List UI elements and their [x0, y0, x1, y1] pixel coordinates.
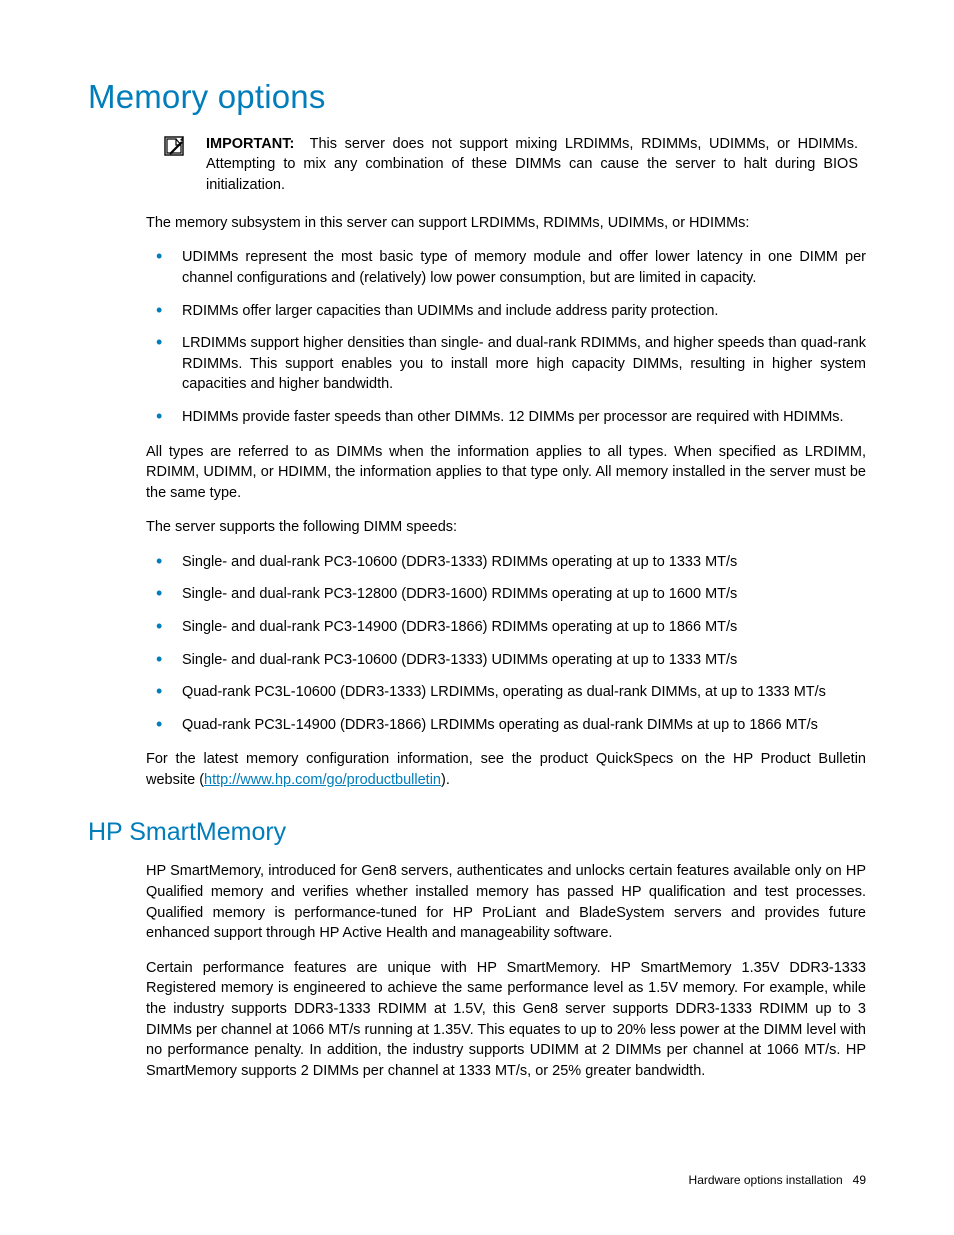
heading-memory-options: Memory options — [88, 78, 866, 116]
footer-text: Hardware options installation — [689, 1173, 843, 1187]
list-item: Single- and dual-rank PC3-14900 (DDR3-18… — [146, 617, 866, 638]
list-item: Single- and dual-rank PC3-12800 (DDR3-16… — [146, 584, 866, 605]
list-item: UDIMMs represent the most basic type of … — [146, 247, 866, 288]
list-item: Single- and dual-rank PC3-10600 (DDR3-13… — [146, 552, 866, 573]
list-item: Quad-rank PC3L-10600 (DDR3-1333) LRDIMMs… — [146, 682, 866, 703]
important-note: IMPORTANT: This server does not support … — [162, 134, 866, 195]
mid-paragraph-1: All types are referred to as DIMMs when … — [146, 442, 866, 504]
tail-post: ). — [441, 772, 450, 788]
list-item: Single- and dual-rank PC3-10600 (DDR3-13… — [146, 650, 866, 671]
smartmemory-p1: HP SmartMemory, introduced for Gen8 serv… — [146, 861, 866, 943]
page-footer: Hardware options installation 49 — [689, 1173, 866, 1187]
note-icon — [162, 134, 186, 195]
list-item: Quad-rank PC3L-14900 (DDR3-1866) LRDIMMs… — [146, 715, 866, 736]
document-page: Memory options IMPORTANT: This server do… — [0, 0, 954, 1235]
product-bulletin-link[interactable]: http://www.hp.com/go/productbulletin — [204, 772, 441, 788]
page-number: 49 — [853, 1173, 866, 1187]
important-label: IMPORTANT: — [206, 136, 294, 152]
smartmemory-p2: Certain performance features are unique … — [146, 958, 866, 1081]
list-item: LRDIMMs support higher densities than si… — [146, 333, 866, 395]
important-note-text: IMPORTANT: This server does not support … — [206, 134, 858, 195]
tail-paragraph: For the latest memory configuration info… — [146, 749, 866, 790]
intro-paragraph: The memory subsystem in this server can … — [146, 213, 866, 234]
list-item: RDIMMs offer larger capacities than UDIM… — [146, 301, 866, 322]
important-body: This server does not support mixing LRDI… — [206, 136, 858, 193]
dimm-types-list: UDIMMs represent the most basic type of … — [146, 247, 866, 427]
dimm-speeds-list: Single- and dual-rank PC3-10600 (DDR3-13… — [146, 552, 866, 735]
mid-paragraph-2: The server supports the following DIMM s… — [146, 517, 866, 538]
heading-smartmemory: HP SmartMemory — [88, 818, 866, 847]
list-item: HDIMMs provide faster speeds than other … — [146, 407, 866, 428]
